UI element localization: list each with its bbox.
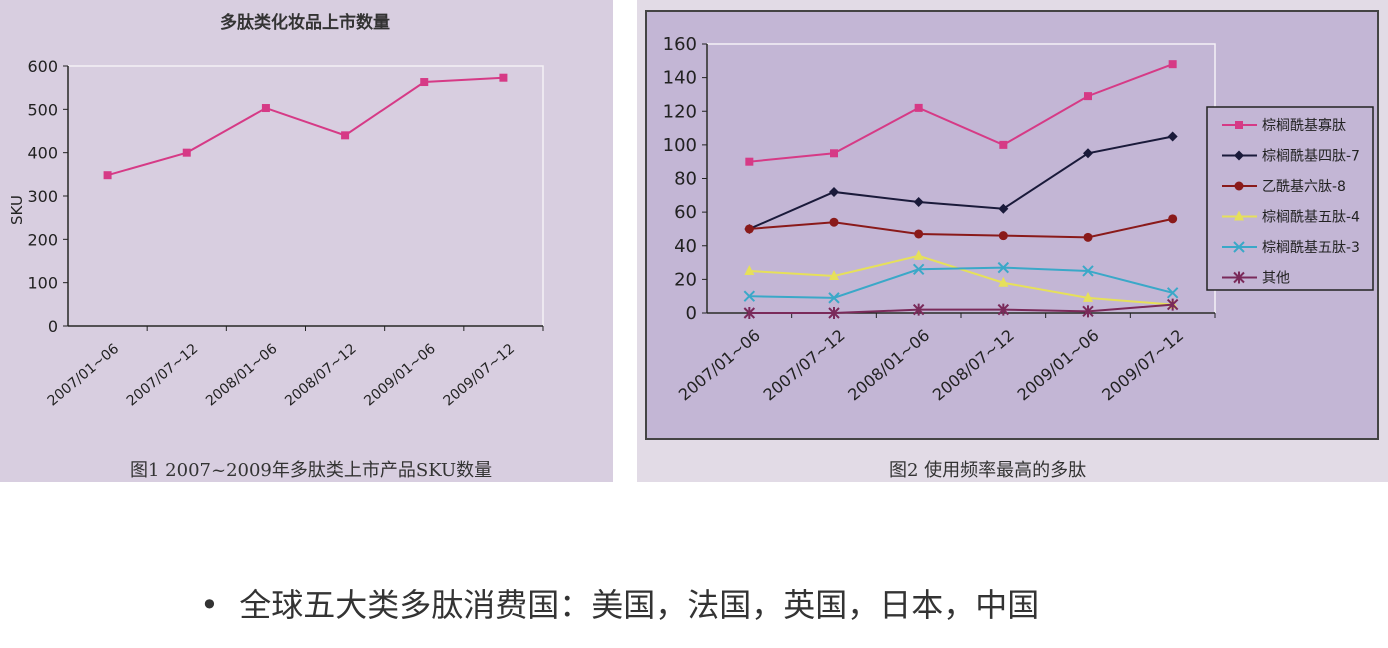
y-tick-label: 40 xyxy=(674,236,697,257)
marker-square xyxy=(182,148,191,157)
marker-star xyxy=(1166,298,1179,311)
legend-label: 其他 xyxy=(1262,271,1290,287)
y-tick-label: 160 xyxy=(663,34,697,55)
plot-area xyxy=(67,65,544,327)
marker-star xyxy=(743,307,756,319)
x-tick-label: 2009/07~12 xyxy=(441,341,518,410)
marker-circle xyxy=(914,229,924,239)
legend-box xyxy=(1206,106,1374,291)
x-tick-label: 2008/07~12 xyxy=(282,341,359,410)
legend-label: 棕榈酰基五肽-3 xyxy=(1262,239,1360,256)
marker-x xyxy=(912,263,925,275)
y-tick-label: 500 xyxy=(27,100,58,119)
y-tick-label: 0 xyxy=(686,303,697,324)
figure-1: 0 100 200 300 400 500 600 2007/01~06 2007/07~12 2… xyxy=(0,0,613,482)
x-tick-label: 2007/01~06 xyxy=(675,326,764,405)
legend-label: 乙酰基六肽-8 xyxy=(1262,178,1346,195)
y-tick-label: 100 xyxy=(27,274,58,293)
marker-triangle xyxy=(744,264,755,275)
series-line xyxy=(749,63,1174,163)
series-line xyxy=(749,217,1173,239)
marker-circle xyxy=(1083,232,1093,242)
marker-square xyxy=(103,171,112,180)
marker-diamond xyxy=(1234,150,1244,161)
caption-2: 图2 使用频率最高的多肽 xyxy=(889,460,1087,481)
marker-square xyxy=(1235,121,1243,129)
marker-square xyxy=(499,73,508,82)
x-tick-label: 2009/01~06 xyxy=(361,341,439,410)
legend-label: 棕榈酰基四肽-7 xyxy=(1262,148,1360,165)
marker-square xyxy=(914,103,923,112)
marker-square xyxy=(830,149,838,158)
series-line xyxy=(749,266,1173,299)
x-tick-label: 2007/07~12 xyxy=(760,326,849,405)
marker-x xyxy=(997,261,1010,274)
series-line xyxy=(748,135,1173,230)
marker-x xyxy=(743,290,756,302)
series-line xyxy=(107,76,504,177)
marker-star xyxy=(997,303,1010,316)
marker-x xyxy=(1166,287,1179,299)
marker-star xyxy=(912,303,925,316)
y-tick-label: 300 xyxy=(27,187,58,206)
chart-title: 多肽类化妆品上市数量 xyxy=(220,12,390,33)
marker-triangle xyxy=(913,249,924,260)
y-tick-label: 400 xyxy=(27,144,58,163)
x-tick-label: 2009/07~12 xyxy=(1098,326,1187,405)
marker-star xyxy=(1082,305,1094,318)
y-tick-label: 120 xyxy=(663,101,697,122)
marker-diamond xyxy=(1083,148,1093,159)
marker-square xyxy=(341,131,350,140)
y-tick-label: 20 xyxy=(674,269,697,290)
y-tick-label: 600 xyxy=(27,57,58,76)
x-tick-label: 2007/07~12 xyxy=(124,341,201,410)
marker-circle xyxy=(1234,181,1244,191)
x-tick-label: 2007/01~06 xyxy=(45,341,123,410)
y-tick-label: 100 xyxy=(663,135,697,156)
caption-1: 图1 2007~2009年多肽类上市产品SKU数量 xyxy=(130,460,493,481)
y-tick-label: 60 xyxy=(674,202,697,223)
chart-2: 0 20 40 60 80 100 120 140 160 2007/01~062007/07~1… xyxy=(663,34,1374,405)
marker-diamond xyxy=(829,186,839,197)
x-tick-label: 2008/07~12 xyxy=(929,326,1018,405)
series-line xyxy=(749,303,1173,314)
marker-square xyxy=(999,140,1008,149)
x-tick-label: 2008/01~06 xyxy=(844,326,933,405)
marker-x xyxy=(1233,241,1245,253)
y-axis-label: SKU xyxy=(8,195,26,225)
y-tick-label: 200 xyxy=(27,230,58,249)
x-tick-label: 2008/01~06 xyxy=(203,341,281,410)
marker-square xyxy=(1084,92,1092,101)
marker-triangle xyxy=(1234,210,1244,221)
marker-square xyxy=(1168,60,1177,69)
marker-x xyxy=(1082,265,1094,277)
marker-star xyxy=(1233,271,1245,284)
marker-circle xyxy=(744,224,754,234)
marker-triangle xyxy=(829,270,839,281)
legend-label: 棕榈酰基寡肽 xyxy=(1262,117,1346,134)
marker-triangle xyxy=(1083,291,1093,302)
marker-square xyxy=(745,157,754,166)
marker-triangle xyxy=(998,276,1009,287)
marker-circle xyxy=(998,231,1008,241)
marker-diamond xyxy=(1167,131,1178,142)
marker-square xyxy=(261,104,270,113)
bullet-text: • 全球五大类多肽消费国：美国，法国，英国，日本，中国 xyxy=(200,586,1040,624)
legend-label: 棕榈酰基五肽-4 xyxy=(1262,209,1360,226)
y-tick-label: 140 xyxy=(663,68,697,89)
y-tick-label: 80 xyxy=(674,169,697,190)
bullet-label: 全球五大类多肽消费国：美国，法国，英国，日本，中国 xyxy=(239,586,1040,624)
marker-square xyxy=(420,78,429,87)
y-tick-label: 0 xyxy=(48,317,58,336)
marker-circle xyxy=(829,217,839,227)
marker-x xyxy=(828,292,840,304)
marker-star xyxy=(828,307,840,319)
marker-diamond xyxy=(913,197,924,208)
marker-circle xyxy=(1168,214,1178,224)
x-tick-label: 2009/01~06 xyxy=(1014,326,1103,405)
figure-2: 0 20 40 60 80 100 120 140 160 2007/01~06 2007/07~1… xyxy=(637,0,1388,482)
marker-diamond xyxy=(998,203,1009,214)
